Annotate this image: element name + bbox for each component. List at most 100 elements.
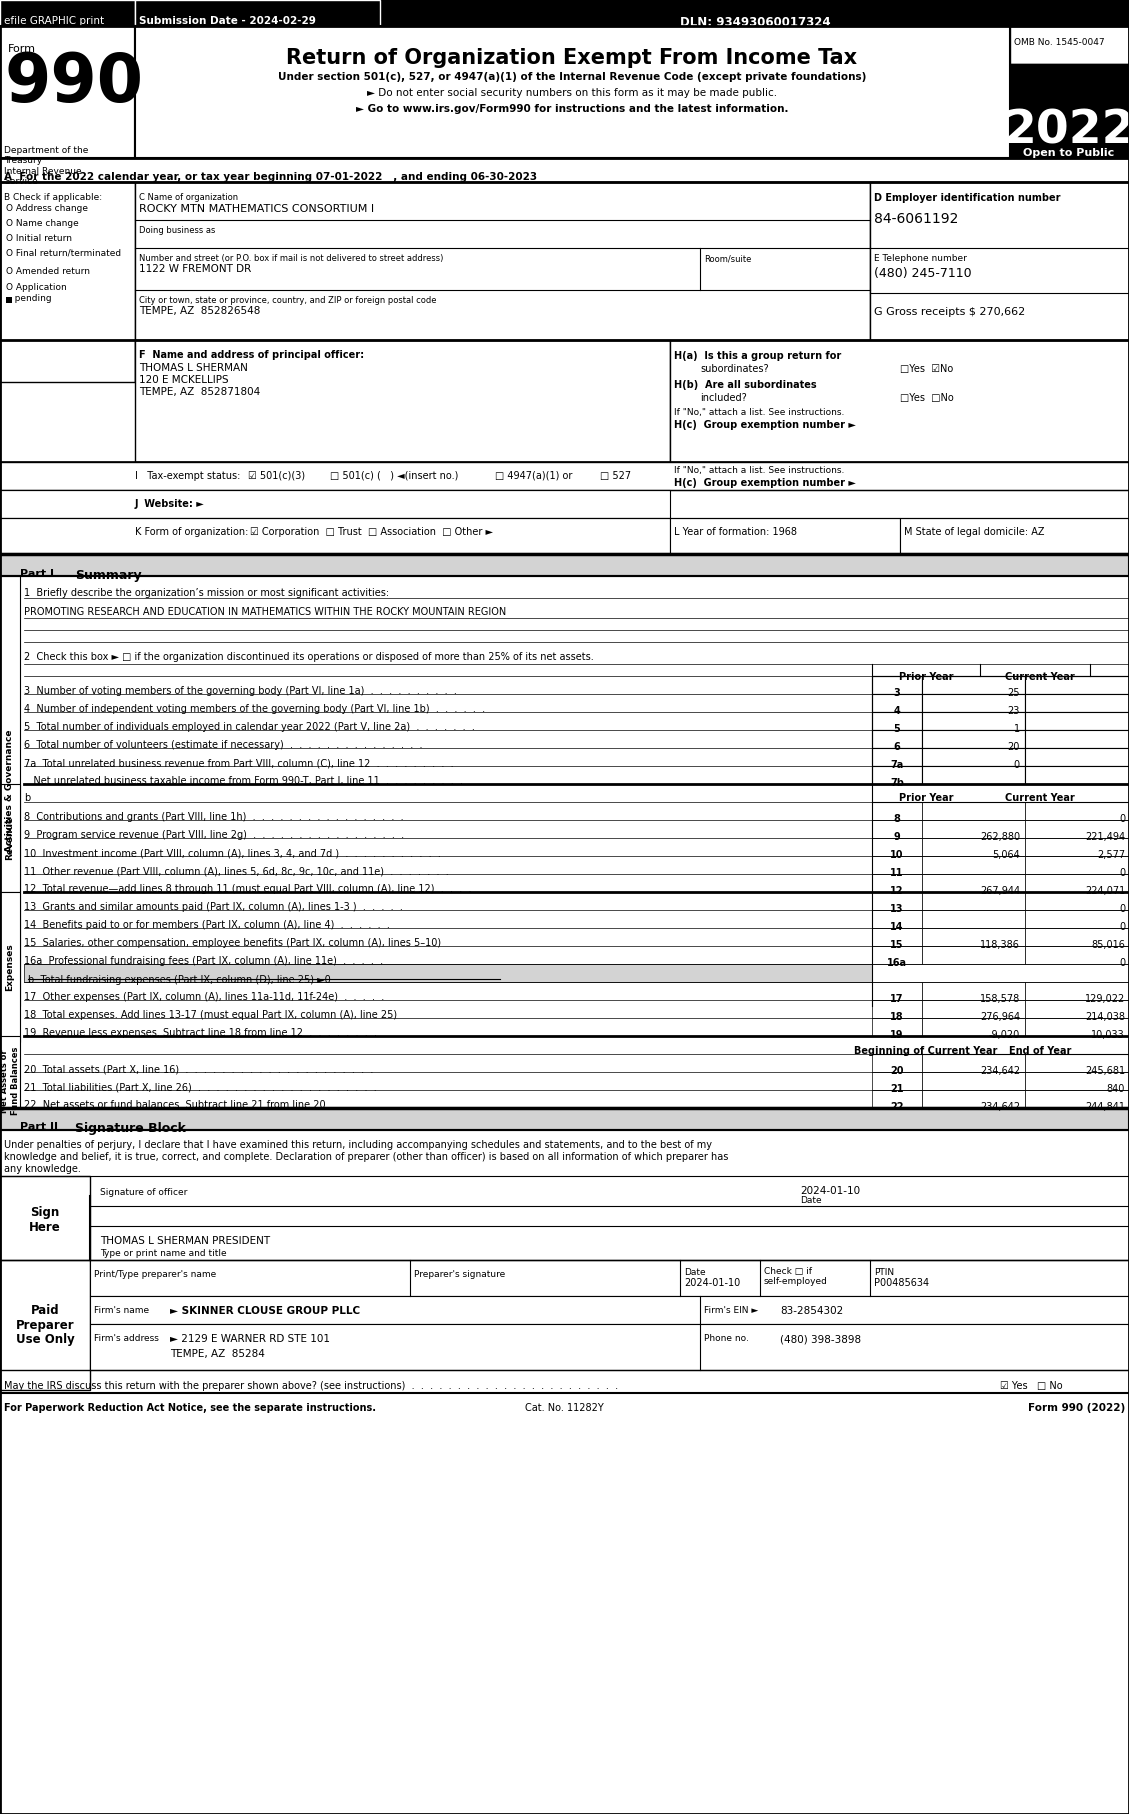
Text: F  Name and address of principal officer:: F Name and address of principal officer: — [139, 350, 365, 359]
Text: H(a)  Is this a group return for: H(a) Is this a group return for — [674, 350, 841, 361]
Text: knowledge and belief, it is true, correct, and complete. Declaration of preparer: knowledge and belief, it is true, correc… — [5, 1152, 728, 1163]
Text: 11: 11 — [891, 869, 903, 878]
Text: PROMOTING RESEARCH AND EDUCATION IN MATHEMATICS WITHIN THE ROCKY MOUNTAIN REGION: PROMOTING RESEARCH AND EDUCATION IN MATH… — [24, 608, 506, 617]
Text: 20  Total assets (Part X, line 16)  .  .  .  .  .  .  .  .  .  .  .  .  .  .  . : 20 Total assets (Part X, line 16) . . . … — [24, 1065, 374, 1074]
Text: 2024-01-10: 2024-01-10 — [800, 1186, 860, 1195]
Bar — [922, 747, 1025, 766]
Text: 245,681: 245,681 — [1085, 1067, 1124, 1076]
Text: b  Total fundraising expenses (Part IX, column (D), line 25) ►0: b Total fundraising expenses (Part IX, c… — [28, 974, 331, 985]
Text: 158,578: 158,578 — [980, 994, 1019, 1003]
Text: Paid
Preparer
Use Only: Paid Preparer Use Only — [16, 1304, 75, 1346]
Text: b: b — [24, 793, 30, 804]
Text: Doing business as: Doing business as — [139, 227, 216, 236]
Text: TEMPE, AZ  852826548: TEMPE, AZ 852826548 — [139, 307, 261, 316]
Bar — [872, 713, 922, 729]
Bar — [1010, 125, 1129, 158]
Text: Preparer's signature: Preparer's signature — [414, 1270, 506, 1279]
Bar — [1025, 747, 1129, 766]
Bar — [135, 0, 380, 25]
Text: 7a  Total unrelated business revenue from Part VIII, column (C), line 12  .  .  : 7a Total unrelated business revenue from… — [24, 758, 454, 767]
Text: Submission Date - 2024-02-29: Submission Date - 2024-02-29 — [139, 16, 316, 25]
Bar — [922, 1072, 1025, 1090]
Text: H(b)  Are all subordinates: H(b) Are all subordinates — [674, 379, 816, 390]
Text: □ 4947(a)(1) or: □ 4947(a)(1) or — [495, 472, 572, 481]
Text: 21: 21 — [891, 1085, 903, 1094]
Text: 13  Grants and similar amounts paid (Part IX, column (A), lines 1-3 )  .  .  .  : 13 Grants and similar amounts paid (Part… — [24, 902, 403, 912]
Text: Revenue: Revenue — [6, 816, 15, 860]
Text: A  For the 2022 calendar year, or tax year beginning 07-01-2022   , and ending 0: A For the 2022 calendar year, or tax yea… — [5, 172, 537, 181]
Text: 840: 840 — [1106, 1085, 1124, 1094]
Text: 17: 17 — [891, 994, 903, 1003]
Text: G Gross receipts $ 270,662: G Gross receipts $ 270,662 — [874, 307, 1025, 317]
Text: included?: included? — [700, 394, 746, 403]
Text: 262,880: 262,880 — [980, 833, 1019, 842]
Bar — [0, 1036, 20, 1126]
Text: Print/Type preparer's name: Print/Type preparer's name — [94, 1270, 217, 1279]
Bar — [922, 1054, 1025, 1072]
Bar — [922, 820, 1025, 838]
Text: 0: 0 — [1119, 814, 1124, 824]
Text: Summary: Summary — [75, 570, 141, 582]
Text: TEMPE, AZ  852871804: TEMPE, AZ 852871804 — [139, 386, 261, 397]
Text: 9: 9 — [894, 833, 900, 842]
Text: 20: 20 — [1007, 742, 1019, 753]
Text: K Form of organization:: K Form of organization: — [135, 528, 248, 537]
Bar — [1025, 981, 1129, 1000]
Text: 2,577: 2,577 — [1097, 851, 1124, 860]
Text: 5,064: 5,064 — [992, 851, 1019, 860]
Bar — [922, 856, 1025, 874]
Bar — [0, 1175, 90, 1292]
Text: O Amended return: O Amended return — [6, 267, 90, 276]
Bar — [922, 945, 1025, 963]
Text: 234,642: 234,642 — [980, 1101, 1019, 1112]
Text: efile GRAPHIC print: efile GRAPHIC print — [5, 16, 104, 25]
Bar — [1025, 820, 1129, 838]
Bar — [0, 892, 20, 1041]
Text: TEMPE, AZ  85284: TEMPE, AZ 85284 — [170, 1350, 265, 1359]
Text: 22: 22 — [891, 1101, 903, 1112]
Bar — [922, 1000, 1025, 1018]
Text: pending: pending — [6, 294, 52, 303]
Bar — [922, 713, 1025, 729]
Bar — [0, 1108, 1129, 1130]
Bar — [24, 963, 872, 981]
Text: 10: 10 — [891, 851, 903, 860]
Bar — [135, 181, 870, 383]
Text: 16a  Professional fundraising fees (Part IX, column (A), line 11e)  .  .  .  .  : 16a Professional fundraising fees (Part … — [24, 956, 383, 967]
Text: ☑ 501(c)(3): ☑ 501(c)(3) — [248, 472, 305, 481]
Bar — [922, 892, 1025, 911]
Text: DLN: 93493060017324: DLN: 93493060017324 — [680, 16, 831, 29]
Text: O Address change: O Address change — [6, 203, 88, 212]
Bar — [922, 911, 1025, 929]
Text: 1122 W FREMONT DR: 1122 W FREMONT DR — [139, 265, 252, 274]
Text: ► 2129 E WARNER RD STE 101: ► 2129 E WARNER RD STE 101 — [170, 1333, 330, 1344]
Bar — [922, 677, 1025, 695]
Text: Prior Year: Prior Year — [899, 793, 953, 804]
Bar — [669, 519, 900, 553]
Text: 1: 1 — [1014, 724, 1019, 735]
Text: 0: 0 — [1119, 869, 1124, 878]
Bar — [6, 297, 12, 303]
Text: □ 501(c) (   ) ◄(insert no.): □ 501(c) ( ) ◄(insert no.) — [330, 472, 458, 481]
Text: Signature of officer: Signature of officer — [100, 1188, 187, 1197]
Text: Part II: Part II — [20, 1123, 58, 1132]
Text: 8: 8 — [893, 814, 901, 824]
Bar — [872, 766, 922, 784]
Text: ROCKY MTN MATHEMATICS CONSORTIUM I: ROCKY MTN MATHEMATICS CONSORTIUM I — [139, 203, 374, 214]
Bar — [922, 802, 1025, 820]
Text: 234,642: 234,642 — [980, 1067, 1019, 1076]
Text: Date: Date — [800, 1195, 822, 1204]
Text: 6: 6 — [894, 742, 900, 753]
Text: 18  Total expenses. Add lines 13-17 (must equal Part IX, column (A), line 25): 18 Total expenses. Add lines 13-17 (must… — [24, 1010, 397, 1019]
Bar — [922, 1090, 1025, 1108]
Text: City or town, state or province, country, and ZIP or foreign postal code: City or town, state or province, country… — [139, 296, 437, 305]
Text: 20: 20 — [891, 1067, 903, 1076]
Bar — [0, 490, 669, 519]
Text: Return of Organization Exempt From Income Tax: Return of Organization Exempt From Incom… — [287, 47, 858, 67]
Text: Number and street (or P.O. box if mail is not delivered to street address): Number and street (or P.O. box if mail i… — [139, 254, 444, 263]
Text: 214,038: 214,038 — [1085, 1012, 1124, 1021]
Text: Net Assets or
Fund Balances: Net Assets or Fund Balances — [0, 1047, 19, 1116]
Bar — [922, 766, 1025, 784]
Text: O Final return/terminated: O Final return/terminated — [6, 249, 121, 258]
Bar — [135, 25, 1010, 158]
